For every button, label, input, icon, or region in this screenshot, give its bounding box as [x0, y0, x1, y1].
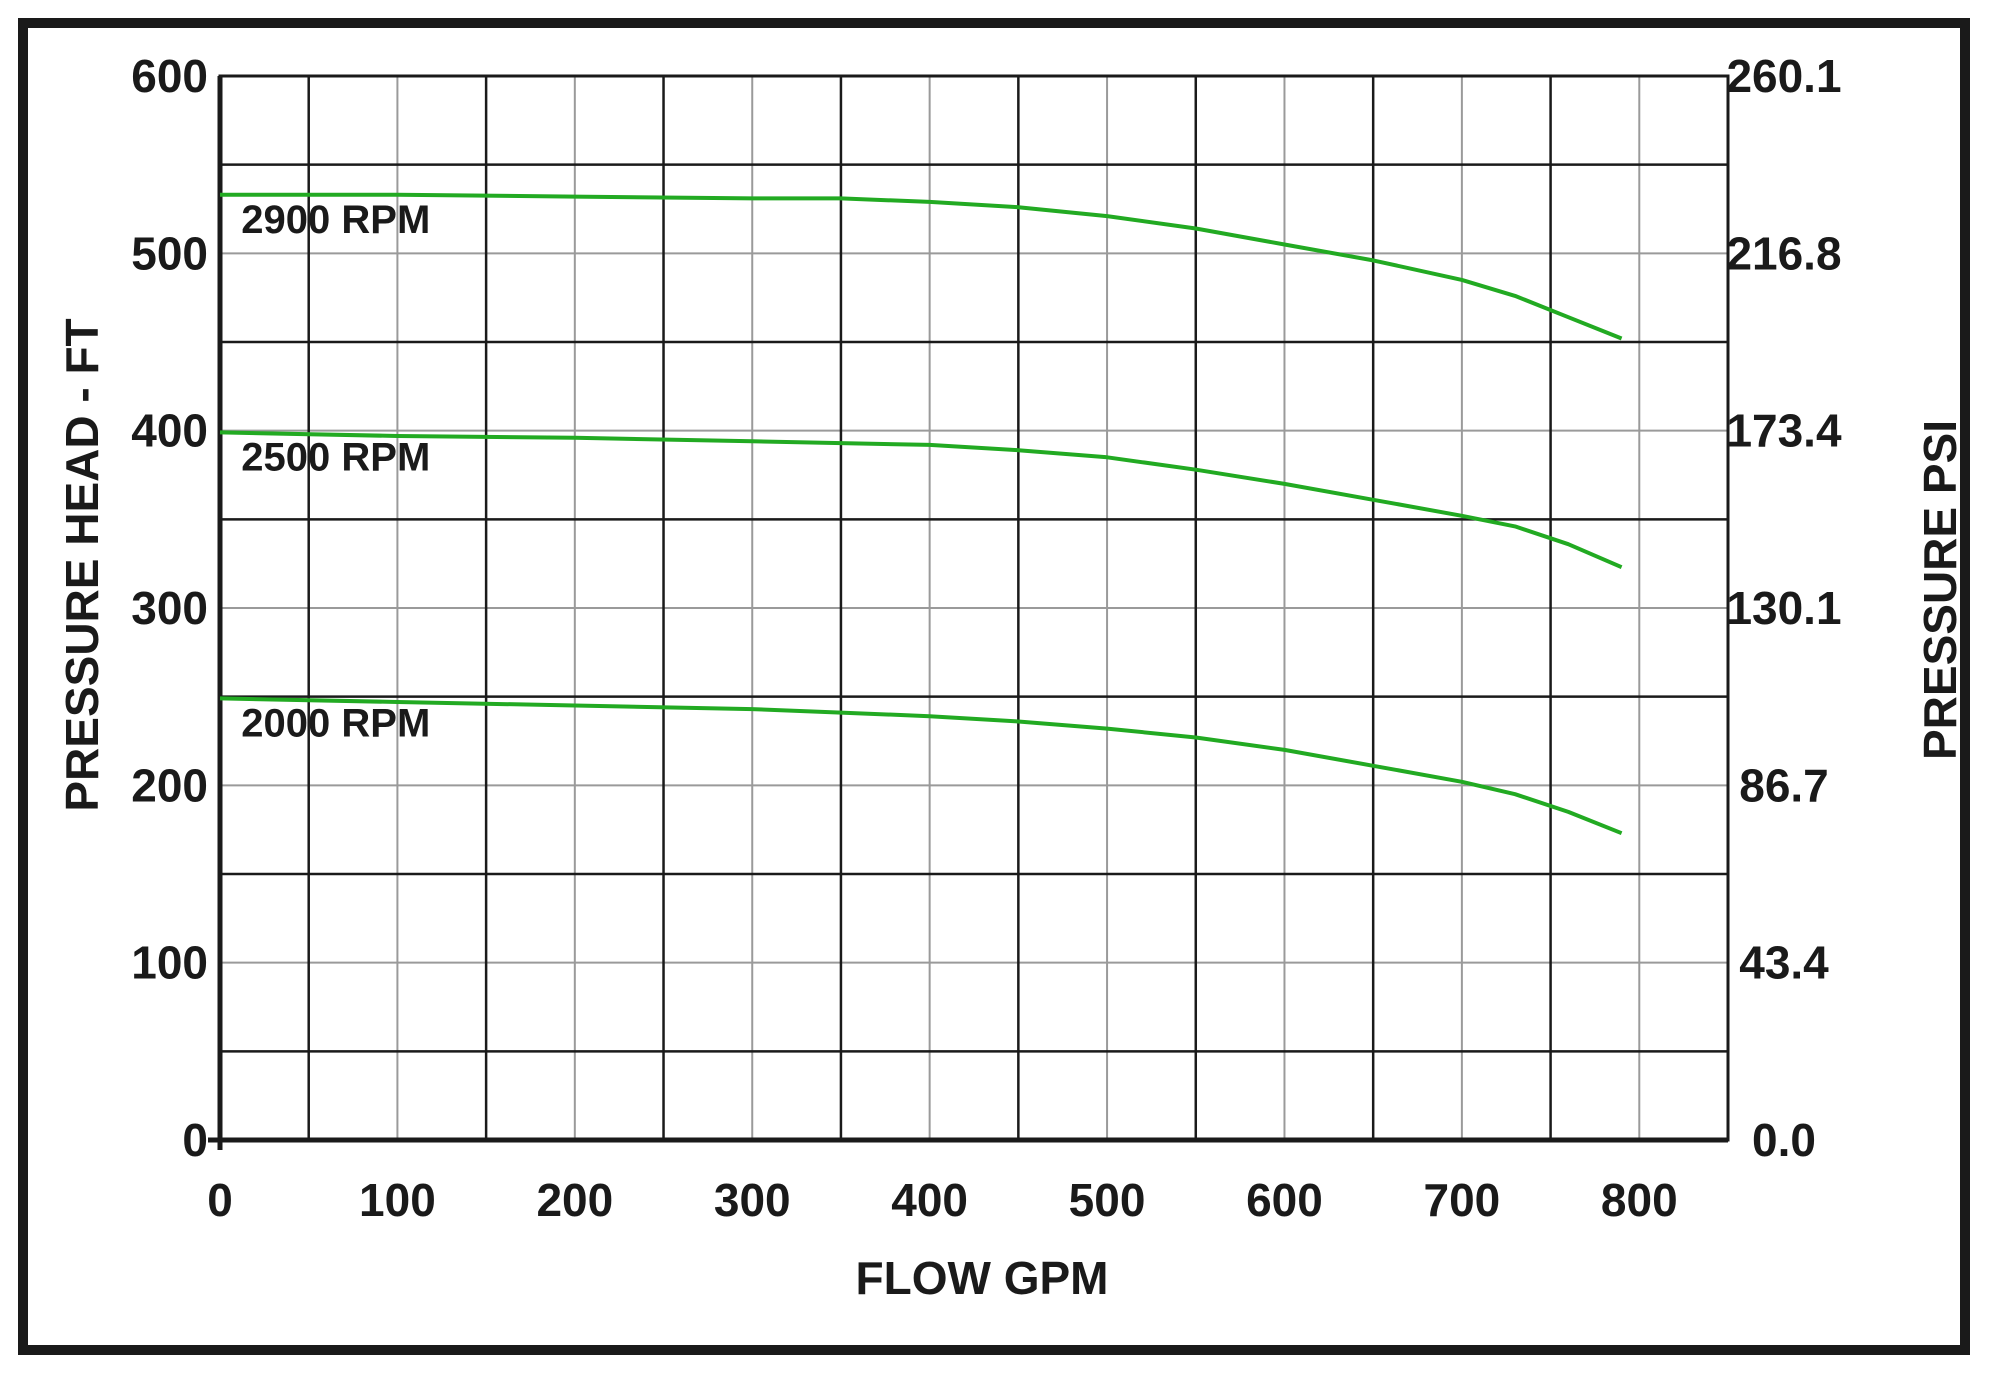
x-tick-label: 500: [1069, 1174, 1146, 1226]
y-tick-label: 200: [131, 759, 208, 811]
series-label: 2000 RPM: [241, 701, 430, 745]
y2-tick-label: 216.8: [1726, 227, 1841, 279]
y2-tick-label: 130.1: [1726, 582, 1841, 634]
y2-tick-label: 0.0: [1752, 1114, 1816, 1166]
y-tick-labels: 0 100 200 300 400 500 600: [131, 50, 208, 1166]
y-tick-label: 100: [131, 937, 208, 989]
x-tick-label: 400: [891, 1174, 968, 1226]
series-label: 2500 RPM: [241, 435, 430, 479]
x-tick-label: 800: [1601, 1174, 1678, 1226]
x-tick-label: 100: [359, 1174, 436, 1226]
minor-grid: [220, 76, 1728, 1140]
major-grid: [220, 76, 1728, 1140]
y-tick-label: 600: [131, 50, 208, 102]
y2-tick-label: 260.1: [1726, 50, 1841, 102]
x-tick-label: 700: [1424, 1174, 1501, 1226]
chart-frame: [18, 18, 1970, 1355]
y-tick-label: 500: [131, 227, 208, 279]
series-label: 2900 RPM: [241, 198, 430, 242]
y-tick-label: 0: [182, 1114, 208, 1166]
y2-tick-label: 43.4: [1739, 937, 1829, 989]
x-tick-label: 200: [536, 1174, 613, 1226]
x-tick-label: 0: [207, 1174, 233, 1226]
series-line: [220, 192, 1623, 341]
series-lines: [219, 192, 1623, 836]
axes: [208, 74, 1730, 1150]
series-line: [219, 696, 1623, 836]
y-axis-title: PRESSURE HEAD - FT: [56, 318, 108, 811]
series-line: [219, 430, 1623, 570]
x-tick-label: 600: [1246, 1174, 1323, 1226]
x-axis-title: FLOW GPM: [856, 1252, 1109, 1304]
y-tick-label: 300: [131, 582, 208, 634]
y2-tick-label: 173.4: [1726, 405, 1842, 457]
y2-tick-labels: 0.0 43.4 86.7 130.1 173.4 216.8 260.1: [1726, 50, 1842, 1166]
y-tick-label: 400: [131, 405, 208, 457]
series-labels: 2900 RPM 2500 RPM 2000 RPM: [241, 198, 430, 746]
y2-axis-title: PRESSURE PSI: [1914, 420, 1966, 760]
x-tick-labels: 0 100 200 300 400 500 600 700 800: [207, 1174, 1677, 1226]
x-tick-label: 300: [714, 1174, 791, 1226]
y2-tick-label: 86.7: [1739, 759, 1829, 811]
